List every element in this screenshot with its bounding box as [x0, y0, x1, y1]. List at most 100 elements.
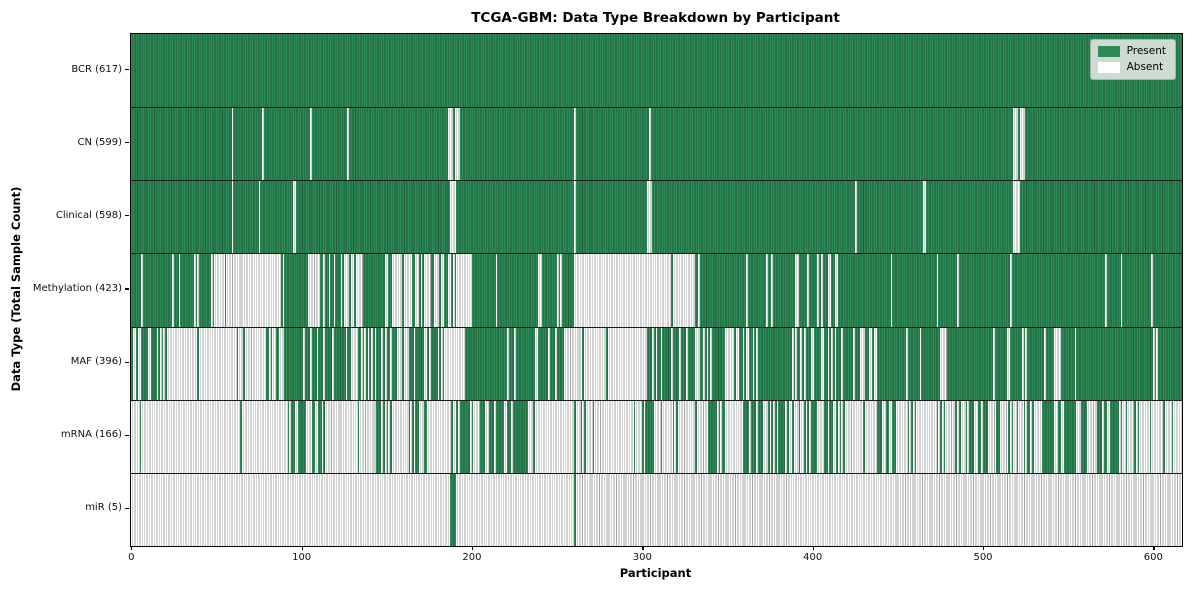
presence-run	[1023, 400, 1026, 473]
presence-run	[415, 327, 424, 400]
presence-run	[156, 327, 159, 400]
presence-run	[381, 327, 384, 400]
presence-run	[938, 254, 958, 327]
presence-run	[245, 327, 266, 400]
presence-run	[1153, 327, 1155, 400]
presence-run	[653, 400, 661, 473]
presence-run	[1164, 400, 1172, 473]
presence-run	[837, 254, 891, 327]
presence-run	[384, 327, 387, 400]
presence-run	[362, 327, 365, 400]
presence-run	[495, 400, 505, 473]
legend-label-present: Present	[1126, 45, 1166, 57]
presence-run	[841, 400, 844, 473]
presence-run	[333, 327, 346, 400]
presence-run	[856, 181, 924, 254]
presence-run	[459, 400, 470, 473]
presence-run	[561, 254, 574, 327]
presence-run	[1030, 400, 1033, 473]
presence-run	[423, 254, 431, 327]
presence-run	[742, 400, 750, 473]
presence-run	[793, 327, 796, 400]
presence-run	[916, 400, 937, 473]
presence-run	[585, 400, 593, 473]
presence-run	[660, 327, 663, 400]
presence-run	[1042, 400, 1055, 473]
presence-run	[807, 400, 809, 473]
presence-run	[360, 327, 363, 400]
presence-run	[892, 254, 937, 327]
presence-run	[854, 327, 861, 400]
presence-run	[1061, 400, 1065, 473]
presence-run	[607, 327, 648, 400]
presence-run	[480, 400, 486, 473]
presence-run	[681, 327, 687, 400]
y-tick-label: mRNA (166)	[60, 429, 122, 441]
presence-run	[716, 400, 719, 473]
presence-run	[359, 400, 377, 473]
presence-run	[447, 254, 452, 327]
presence-run	[1107, 254, 1121, 327]
presence-run	[843, 400, 845, 473]
presence-run	[1020, 108, 1026, 181]
presence-run	[292, 181, 297, 254]
matrix-rows	[131, 34, 1182, 546]
matrix-row-Clinical	[131, 180, 1182, 254]
presence-run	[226, 254, 281, 327]
presence-run	[994, 327, 1007, 400]
presence-run	[706, 327, 709, 400]
presence-run	[735, 327, 740, 400]
presence-run	[573, 108, 576, 181]
presence-run	[778, 400, 786, 473]
presence-run	[367, 327, 370, 400]
presence-run	[224, 254, 227, 327]
presence-run	[647, 181, 653, 254]
presence-run	[756, 327, 758, 400]
presence-run	[797, 327, 801, 400]
presence-run	[575, 473, 1182, 546]
presence-run	[369, 327, 372, 400]
presence-run	[977, 400, 981, 473]
presence-run	[197, 254, 200, 327]
presence-run	[376, 327, 382, 400]
presence-run	[454, 108, 460, 181]
presence-run	[771, 400, 774, 473]
presence-run	[418, 254, 421, 327]
presence-run	[199, 327, 237, 400]
presence-run	[841, 327, 844, 400]
presence-run	[655, 327, 658, 400]
presence-run	[497, 254, 539, 327]
presence-run	[827, 327, 830, 400]
presence-run	[1064, 400, 1077, 473]
presence-run	[882, 400, 886, 473]
presence-run	[418, 400, 424, 473]
presence-run	[423, 400, 428, 473]
presence-run	[863, 400, 866, 473]
presence-run	[810, 400, 818, 473]
presence-run	[786, 400, 789, 473]
presence-run	[592, 400, 595, 473]
presence-run	[945, 400, 956, 473]
presence-run	[824, 400, 828, 473]
presence-run	[350, 327, 358, 400]
presence-run	[238, 327, 244, 400]
presence-run	[389, 327, 392, 400]
presence-run	[936, 254, 939, 327]
presence-run	[802, 327, 804, 400]
presence-run	[434, 254, 440, 327]
presence-run	[330, 254, 334, 327]
legend-item-present: Present	[1097, 45, 1166, 57]
presence-run	[345, 327, 348, 400]
presence-run	[660, 400, 663, 473]
presence-run	[1057, 400, 1062, 473]
presence-run	[1025, 108, 1182, 181]
presence-run	[1171, 400, 1174, 473]
chart-title: TCGA-GBM: Data Type Breakdown by Partici…	[471, 10, 840, 26]
presence-run	[751, 400, 757, 473]
presence-run	[672, 254, 695, 327]
y-tick-mark	[125, 215, 129, 217]
x-tick-mark	[301, 546, 303, 550]
matrix-row-BCR	[131, 34, 1182, 108]
presence-run	[757, 400, 763, 473]
presence-run	[808, 400, 811, 473]
